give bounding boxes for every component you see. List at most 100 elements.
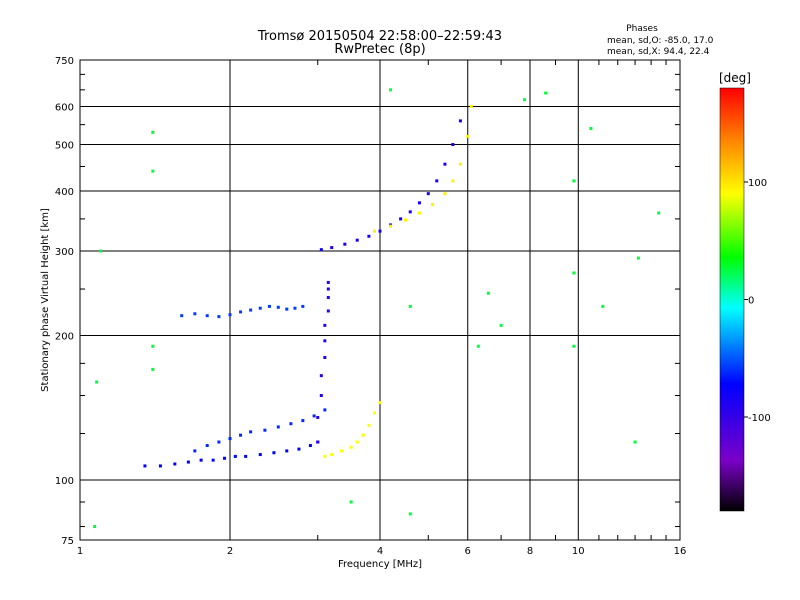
data-point [361,433,365,437]
data-point [323,355,327,359]
data-point [523,98,527,102]
data-point [469,105,473,109]
data-point [451,179,455,183]
data-point [289,422,293,426]
data-point [143,464,147,468]
stats-line-o: mean, sd,O: -85.0, 17.0 [607,36,714,46]
data-point [326,309,330,313]
data-point [316,440,320,444]
data-point [285,449,289,453]
data-point [199,458,203,462]
data-point [601,304,605,308]
data-point [326,287,330,291]
data-point [323,454,327,458]
y-tick-label: 200 [55,332,74,343]
data-point [458,119,462,123]
data-point [239,433,243,437]
data-point [589,126,593,130]
colorbar-tick-label: 100 [748,178,767,189]
data-point [258,306,262,310]
x-tick-label: 10 [572,546,585,557]
data-point [151,367,155,371]
data-point [233,454,237,458]
x-axis-ticks: 1 2 4 6 8 10 16 [77,60,687,557]
data-point [408,210,412,214]
data-point [319,394,323,398]
data-point [330,453,334,457]
data-point [349,445,353,449]
data-point [151,169,155,173]
data-point [249,308,253,312]
data-point [301,419,305,423]
data-point [330,246,334,250]
colorbar-tick-label: 0 [748,296,754,307]
x-tick-label: 16 [674,546,687,557]
data-point [408,304,412,308]
data-point [239,310,243,314]
data-point [217,440,221,444]
data-point [343,242,347,246]
data-point [431,202,435,206]
y-tick-label: 400 [55,187,74,198]
data-point [323,339,327,343]
data-point [367,234,371,238]
data-point [272,451,276,455]
data-point [316,415,320,419]
x-axis-label: Frequency [MHz] [338,559,422,570]
data-point [340,449,344,453]
y-tick-label: 750 [55,56,74,67]
data-points [93,88,661,529]
x-tick-label: 6 [465,546,471,557]
data-point [326,280,330,284]
y-tick-label: 100 [55,476,74,487]
data-point [276,305,280,309]
data-point [297,447,301,451]
data-point [399,217,403,221]
data-point [228,313,232,317]
y-tick-label: 500 [55,141,74,152]
data-point [572,344,576,348]
data-point [367,423,371,427]
data-point [373,411,377,415]
colorbar-tick-label: -100 [748,413,771,424]
y-axis-ticks: 75 100 200 300 400 500 600 750 [55,56,680,547]
data-point [99,249,103,253]
data-point [378,229,382,233]
plot-frame [79,59,681,541]
data-point [572,179,576,183]
data-point [389,224,393,228]
colorbar [719,87,745,512]
data-point [228,437,232,441]
x-tick-label: 8 [527,546,533,557]
data-point [323,408,327,412]
data-point [319,374,323,378]
data-point [263,428,267,432]
data-point [249,430,253,434]
data-point [308,444,312,448]
data-point [572,271,576,275]
stats-header: Phases [626,24,658,34]
x-tick-label: 4 [377,546,383,557]
data-point [258,453,262,457]
data-point [211,458,215,462]
data-point [373,229,377,233]
data-point [173,462,177,466]
x-tick-label: 1 [77,546,83,557]
colorbar-label: [deg] [719,71,751,85]
data-point [636,256,640,260]
data-point [408,512,412,516]
colorbar-ticks: 100 0 -100 [744,178,771,424]
data-point [186,460,190,464]
data-point [466,134,470,138]
data-point [458,162,462,166]
data-point [451,143,455,147]
data-point [355,440,359,444]
data-point [276,425,280,429]
data-point [312,414,316,418]
data-point [544,91,548,95]
stats-line-x: mean, sd,X: 94.4, 22.4 [607,47,710,57]
data-point [355,238,359,242]
x-tick-label: 2 [227,546,233,557]
data-point [403,218,407,222]
